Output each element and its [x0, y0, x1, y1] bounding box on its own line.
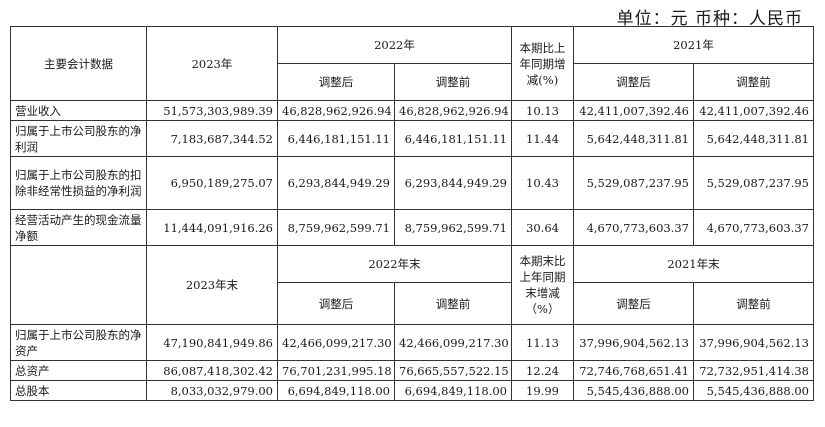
header-item-col: 主要会计数据: [10, 26, 147, 101]
value-2021-before: 42,411,007,392.46: [693, 100, 814, 121]
header-2021-after: 调整后: [573, 63, 694, 101]
header-2022-before: 调整前: [394, 63, 512, 101]
table-row: 经营活动产生的现金流量净额 11,444,091,916.26 8,759,96…: [10, 209, 814, 246]
value-2021-end-before: 37,996,904,562.13: [693, 324, 814, 361]
value-change: 10.43: [511, 156, 574, 210]
table-row: 营业收入 51,573,303,989.39 46,828,962,926.94…: [10, 100, 814, 121]
table-row: 总股本 8,033,032,979.00 6,694,849,118.00 6,…: [10, 380, 814, 401]
table-row: 归属于上市公司股东的净利润 7,183,687,344.52 6,446,181…: [10, 120, 814, 157]
value-2021-end-after: 5,545,436,888.00: [573, 380, 694, 401]
value-2021-after: 42,411,007,392.46: [573, 100, 694, 121]
value-2022-after: 46,828,962,926.94: [277, 100, 395, 121]
header2-row-sub: 调整后 调整前 调整后 调整前: [11, 282, 814, 325]
value-2022-end-after: 76,701,231,995.18: [277, 360, 395, 381]
value-2022-after: 6,446,181,151.11: [277, 120, 395, 157]
value-2022-end-after: 42,466,099,217.30: [277, 324, 395, 361]
row-label: 经营活动产生的现金流量净额: [10, 209, 147, 246]
value-2023-end: 8,033,032,979.00: [146, 380, 278, 401]
header1-row-sub: 调整后 调整前 调整后 调整前: [11, 63, 814, 101]
header2-empty-cell: [10, 245, 147, 325]
row-label: 总资产: [10, 360, 147, 381]
header2-row-top: 2023年末 2022年末 本期末比上年同期末增减（%） 2021年末: [10, 245, 814, 325]
value-2023: 51,573,303,989.39: [146, 100, 278, 121]
value-2022-end-after: 6,694,849,118.00: [277, 380, 395, 401]
header-2022-after: 调整后: [277, 63, 395, 101]
key-accounting-data-table: 主要会计数据 2023年 2022年 本期比上年同期增减(%) 2021年 调整…: [10, 26, 814, 401]
table-row: 归属于上市公司股东的扣除非经常性损益的净利润 6,950,189,275.07 …: [10, 156, 814, 210]
value-2021-end-before: 5,545,436,888.00: [693, 380, 814, 401]
unit-currency-label: 单位：元 币种：人民币: [616, 9, 803, 29]
value-2022-before: 6,293,844,949.29: [394, 156, 512, 210]
row-label: 营业收入: [10, 100, 147, 121]
header2-2021-after: 调整后: [573, 282, 694, 325]
value-2023: 7,183,687,344.52: [146, 120, 278, 157]
table-row: 归属于上市公司股东的净资产 47,190,841,949.86 42,466,0…: [10, 324, 814, 361]
header2-2022-before: 调整前: [394, 282, 512, 325]
header2-year-prev: 2022年末: [277, 245, 512, 283]
value-2021-end-after: 37,996,904,562.13: [573, 324, 694, 361]
value-2022-end-before: 76,665,557,522.15: [394, 360, 512, 381]
header2-2021-before: 调整前: [693, 282, 814, 325]
header1-row-top: 主要会计数据 2023年 2022年 本期比上年同期增减(%) 2021年: [10, 26, 814, 101]
value-2023-end: 86,087,418,302.42: [146, 360, 278, 381]
value-change: 19.99: [511, 380, 574, 401]
value-2022-end-before: 42,466,099,217.30: [394, 324, 512, 361]
row-label: 总股本: [10, 380, 147, 401]
value-change: 12.24: [511, 360, 574, 381]
table-row: 总资产 86,087,418,302.42 76,701,231,995.18 …: [10, 360, 814, 381]
header-change-col: 本期比上年同期增减(%): [511, 26, 574, 101]
row-label: 归属于上市公司股东的净利润: [10, 120, 147, 157]
value-change: 10.13: [511, 100, 574, 121]
header-year-prev: 2022年: [277, 26, 512, 64]
value-2021-end-before: 72,732,951,414.38: [693, 360, 814, 381]
value-2022-before: 6,446,181,151.11: [394, 120, 512, 157]
header-year-prev2: 2021年: [573, 26, 814, 64]
value-2023-end: 47,190,841,949.86: [146, 324, 278, 361]
value-2021-before: 5,642,448,311.81: [693, 120, 814, 157]
value-2021-before: 5,529,087,237.95: [693, 156, 814, 210]
header2-2022-after: 调整后: [277, 282, 395, 325]
header2-change-col: 本期末比上年同期末增减（%）: [511, 245, 574, 325]
value-2023: 11,444,091,916.26: [146, 209, 278, 246]
value-2022-end-before: 6,694,849,118.00: [394, 380, 512, 401]
value-2021-after: 5,529,087,237.95: [573, 156, 694, 210]
value-change: 11.44: [511, 120, 574, 157]
value-2021-after: 4,670,773,603.37: [573, 209, 694, 246]
header2-year-current: 2023年末: [146, 245, 278, 325]
value-change: 11.13: [511, 324, 574, 361]
row-label: 归属于上市公司股东的扣除非经常性损益的净利润: [10, 156, 147, 210]
value-change: 30.64: [511, 209, 574, 246]
header2-year-prev2: 2021年末: [573, 245, 814, 283]
value-2022-after: 8,759,962,599.71: [277, 209, 395, 246]
value-2022-before: 46,828,962,926.94: [394, 100, 512, 121]
value-2023: 6,950,189,275.07: [146, 156, 278, 210]
value-2021-after: 5,642,448,311.81: [573, 120, 694, 157]
value-2021-before: 4,670,773,603.37: [693, 209, 814, 246]
value-2022-before: 8,759,962,599.71: [394, 209, 512, 246]
value-2021-end-after: 72,746,768,651.41: [573, 360, 694, 381]
row-label: 归属于上市公司股东的净资产: [10, 324, 147, 361]
header-year-current: 2023年: [146, 26, 278, 101]
value-2022-after: 6,293,844,949.29: [277, 156, 395, 210]
header-2021-before: 调整前: [693, 63, 814, 101]
